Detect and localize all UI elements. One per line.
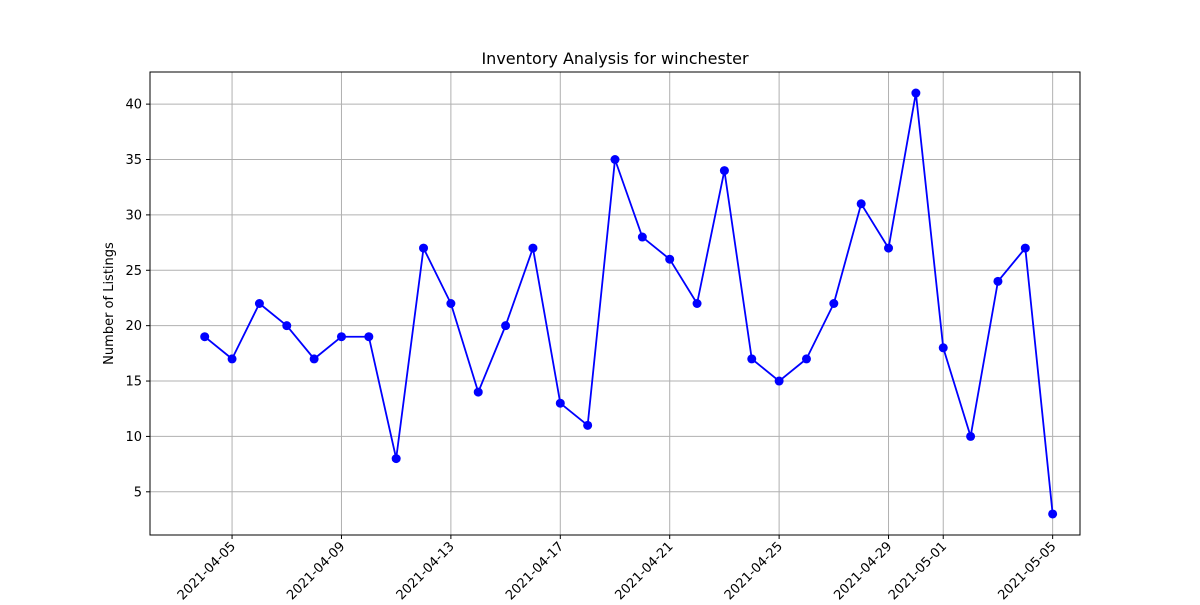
data-point [309,354,319,364]
data-point [856,199,866,209]
data-point [391,454,401,464]
data-point [282,321,292,331]
y-tick-label: 10 [125,430,142,445]
data-point [938,343,948,353]
y-tick-label: 20 [125,319,142,334]
y-tick-label: 40 [125,98,142,113]
data-point [884,243,894,253]
data-point [966,431,976,441]
data-point [364,332,374,342]
data-point [555,398,565,408]
data-point [501,321,511,331]
plot-frame [149,71,1081,536]
data-point [254,299,264,308]
data-point [473,387,483,397]
data-point [774,376,784,386]
data-point [637,232,647,242]
data-point [1048,509,1058,519]
y-tick-label: 35 [125,153,142,168]
y-axis-label: Number of Listings [102,242,117,365]
data-layer [200,88,1058,519]
data-point [829,299,839,308]
data-point [227,354,237,364]
data-point [801,354,811,364]
data-point [610,155,620,165]
y-tick-label: 30 [125,208,142,223]
chart-title: Inventory Analysis for winchester [481,49,749,68]
data-point [719,166,729,176]
y-tick-label: 5 [134,485,142,500]
data-point [336,332,346,342]
data-point [583,420,593,430]
data-point [446,299,456,308]
data-point [1020,243,1030,253]
data-point [665,254,675,264]
y-tick-label: 15 [125,375,142,390]
data-point [993,276,1003,286]
data-point [747,354,757,364]
data-point [528,243,538,253]
data-point [419,243,429,253]
data-point [692,299,702,308]
data-point [911,88,921,98]
series-line [204,92,1054,515]
data-point [200,332,210,342]
y-tick-label: 25 [125,264,142,279]
